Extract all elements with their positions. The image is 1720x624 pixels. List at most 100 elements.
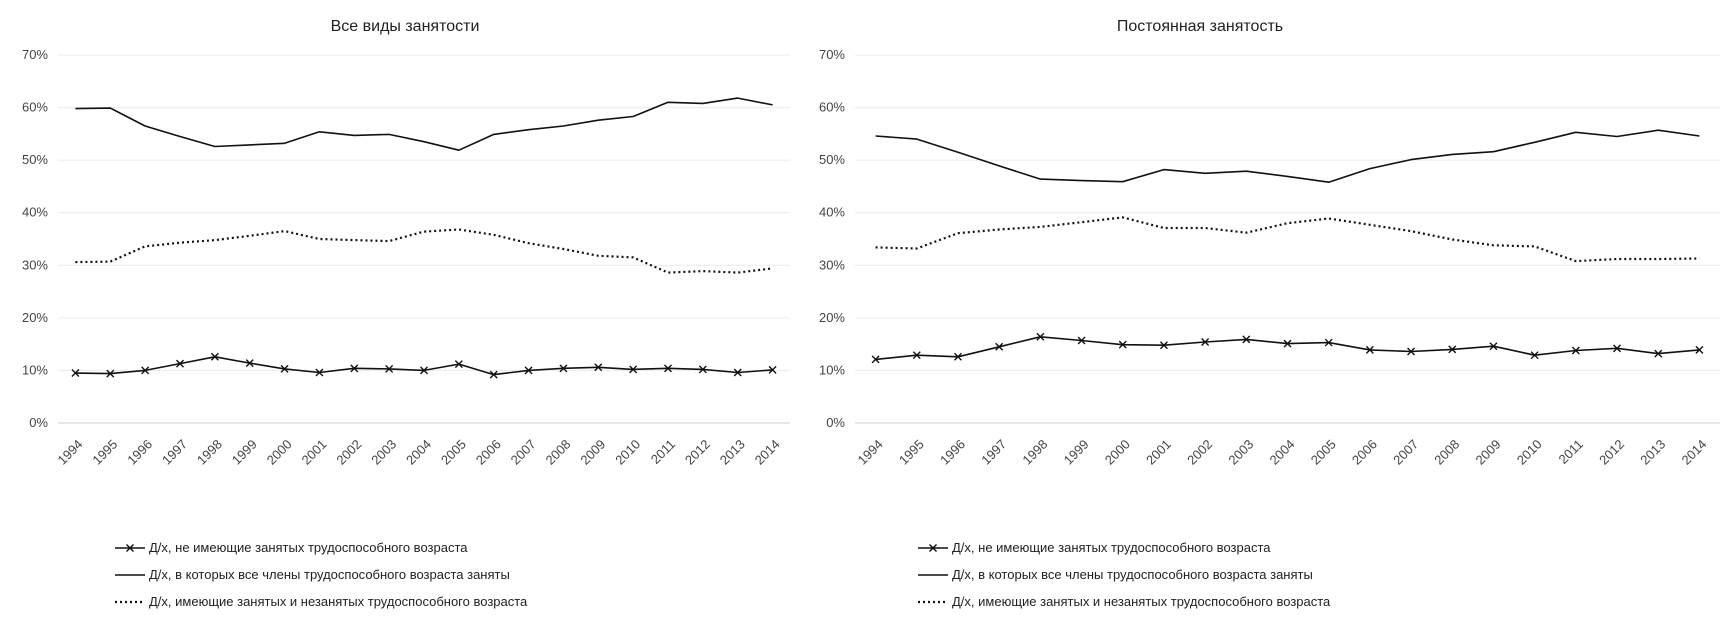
legend-item: Д/х, в которых все члены трудоспособного…	[918, 567, 1313, 582]
data-point-marker	[1613, 344, 1622, 353]
x-tick-label: 1998	[1019, 437, 1050, 468]
data-point-marker	[176, 359, 184, 368]
x-tick-label: 2010	[612, 437, 643, 468]
x-tick-label: 1998	[194, 437, 225, 468]
y-tick-label: 70%	[22, 47, 48, 62]
data-point-marker	[912, 351, 921, 360]
series-line-solid	[875, 129, 1700, 183]
x-tick-label: 1999	[229, 437, 260, 468]
x-tick-label: 2008	[542, 437, 573, 468]
data-point-marker	[489, 370, 498, 379]
x-tick-label: 2009	[577, 437, 608, 468]
data-point-marker	[1365, 345, 1374, 354]
x-tick-label: 1995	[89, 437, 120, 468]
x-tick-label: 2001	[1143, 437, 1174, 468]
data-point-marker	[1036, 332, 1045, 341]
data-point-marker	[559, 364, 568, 373]
legend-item: Д/х, не имеющие занятых трудоспособного …	[918, 540, 1271, 555]
data-point-marker	[245, 359, 254, 368]
y-tick-label: 20%	[819, 310, 845, 325]
legend-label: Д/х, имеющие занятых и незанятых трудосп…	[952, 594, 1331, 609]
data-point-marker	[768, 365, 777, 374]
x-tick-label: 2014	[1678, 437, 1709, 468]
x-tick-label: 1994	[54, 437, 85, 468]
x-tick-label: 2013	[1637, 437, 1668, 468]
x-tick-label: 2011	[1556, 437, 1586, 467]
data-point-marker	[454, 360, 463, 369]
data-point-marker	[106, 369, 115, 378]
x-tick-label: 2012	[1596, 437, 1627, 468]
x-tick-label: 1996	[124, 437, 155, 468]
x-tick-label: 2002	[333, 437, 364, 468]
y-tick-label: 60%	[819, 100, 845, 115]
x-tick-label: 2005	[1308, 437, 1339, 468]
x-tick-label: 2008	[1431, 437, 1462, 468]
x-tick-label: 1997	[978, 437, 1009, 468]
y-tick-label: 40%	[819, 205, 845, 220]
chart-title: Все виды занятости	[331, 18, 480, 35]
data-point-marker	[71, 369, 80, 378]
chart-title: Постоянная занятость	[1117, 18, 1283, 35]
legend-label: Д/х, в которых все члены трудоспособного…	[149, 567, 510, 582]
data-point-marker	[698, 365, 707, 374]
y-tick-label: 30%	[819, 257, 845, 272]
x-tick-label: 2006	[473, 437, 504, 468]
y-tick-label: 50%	[22, 152, 48, 167]
x-tick-label: 2010	[1514, 437, 1545, 468]
data-point-marker	[1489, 342, 1498, 351]
x-tick-label: 2009	[1473, 437, 1504, 468]
x-tick-label: 2001	[298, 437, 329, 468]
y-tick-label: 30%	[22, 257, 48, 272]
data-point-marker	[733, 368, 742, 377]
x-tick-label: 2004	[1267, 437, 1298, 468]
x-tick-label: 2007	[508, 437, 539, 468]
data-point-marker	[141, 366, 150, 375]
x-tick-label: 2000	[264, 437, 295, 468]
x-tick-label: 2004	[403, 437, 434, 468]
x-tick-label: 2012	[682, 437, 713, 468]
x-tick-label: 2014	[752, 437, 783, 468]
data-point-marker	[594, 363, 603, 372]
y-tick-label: 40%	[22, 205, 48, 220]
data-point-marker	[1571, 346, 1580, 355]
legend-label: Д/х, в которых все члены трудоспособного…	[952, 567, 1313, 582]
y-tick-label: 10%	[22, 362, 48, 377]
series-line-cross	[875, 335, 1700, 361]
data-point-marker	[1201, 338, 1210, 347]
data-point-marker	[385, 364, 394, 373]
data-point-marker	[1654, 349, 1663, 358]
x-tick-label: 2006	[1349, 437, 1380, 468]
series-line-cross	[75, 355, 773, 376]
legend-item: Д/х, имеющие занятых и незанятых трудосп…	[115, 594, 528, 609]
x-tick-label: 2002	[1184, 437, 1215, 468]
x-tick-label: 1996	[937, 437, 968, 468]
series-line-dotted	[875, 216, 1700, 263]
x-tick-label: 1999	[1061, 437, 1092, 468]
data-point-marker	[629, 365, 638, 374]
data-point-marker	[280, 364, 289, 373]
data-point-marker	[420, 366, 428, 375]
x-tick-label: 2003	[1225, 437, 1256, 468]
data-point-marker	[315, 368, 324, 377]
x-tick-label: 1997	[159, 437, 190, 468]
data-point-marker	[871, 355, 880, 364]
x-tick-label: 2011	[648, 437, 678, 467]
data-point-marker	[995, 342, 1004, 351]
data-point-marker	[1159, 341, 1168, 350]
x-tick-label: 2007	[1390, 437, 1421, 468]
y-tick-label: 50%	[819, 152, 845, 167]
data-point-marker	[1118, 340, 1127, 349]
data-point-marker	[1695, 345, 1704, 354]
series-line-dotted	[75, 228, 773, 274]
y-tick-label: 0%	[826, 415, 845, 430]
chart-1: Все виды занятости 0% 10% 20% 30% 40% 50% 60% 70…	[22, 18, 790, 609]
data-point-marker	[1242, 335, 1251, 344]
legend-item: Д/х, имеющие занятых и незанятых трудосп…	[918, 594, 1331, 609]
y-tick-label: 70%	[819, 47, 845, 62]
y-tick-label: 60%	[22, 100, 48, 115]
x-tick-label: 2003	[368, 437, 399, 468]
data-point-marker	[1324, 338, 1333, 347]
data-point-marker	[1077, 336, 1086, 345]
